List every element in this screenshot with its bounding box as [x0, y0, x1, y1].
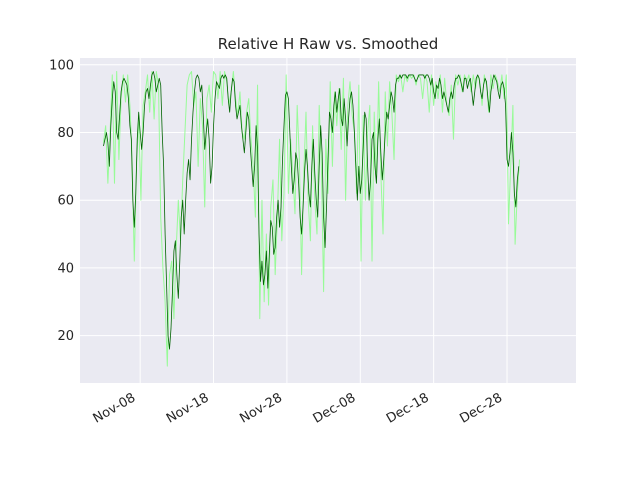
y-tick-label: 80 [57, 126, 74, 141]
y-tick-label: 40 [57, 261, 74, 276]
y-tick-label: 20 [57, 329, 74, 344]
grid [80, 58, 576, 383]
y-tick-label: 100 [49, 58, 74, 73]
y-tick-label: 60 [57, 194, 74, 209]
series-smoothed [103, 71, 520, 350]
plot-area [80, 58, 576, 383]
chart-title: Relative H Raw vs. Smoothed [218, 35, 438, 53]
y-axis: 20 40 60 80 100 [49, 58, 74, 344]
smoothed-line [103, 71, 520, 350]
series-layer [102, 71, 520, 367]
